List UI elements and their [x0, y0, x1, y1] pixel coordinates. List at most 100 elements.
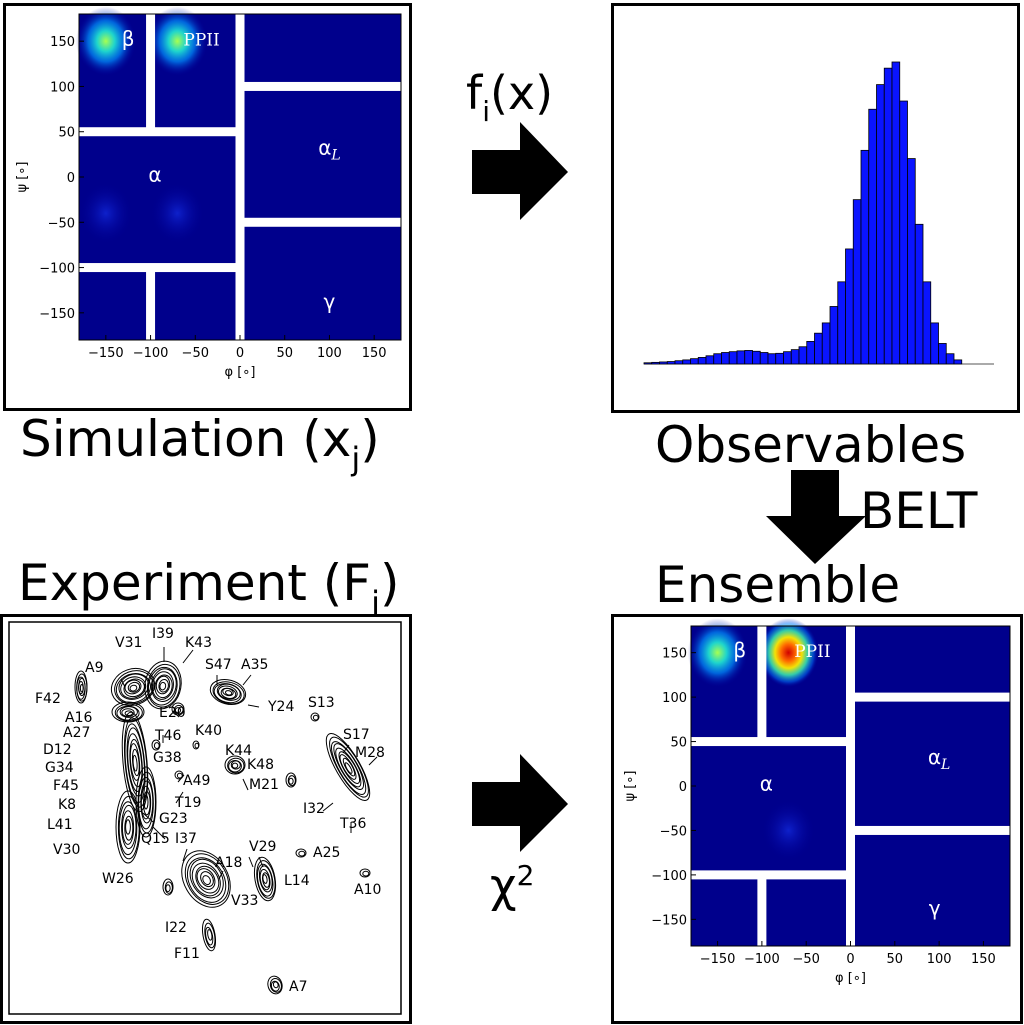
- histogram-bar: [821, 322, 831, 365]
- simulation-label: Simulation (xj): [20, 410, 380, 478]
- nmr-peak-contours: [174, 770, 184, 780]
- density-hotspot: [75, 6, 136, 76]
- nmr-peak-label: T19: [174, 795, 201, 811]
- experiment-panel: V31 I39 K43 A9 S47 A35 F42 E20 Y24 A16 S13 A27 T46 K4…: [0, 614, 412, 1024]
- x-tick-label: 150: [971, 952, 996, 967]
- histogram-bar: [783, 351, 792, 365]
- histogram-bar: [837, 281, 846, 365]
- histogram-bar: [697, 357, 707, 365]
- y-tick-label: −100: [39, 262, 75, 277]
- arrow-right-top: [472, 122, 568, 220]
- x-tick-label: −100: [744, 952, 780, 967]
- histogram-bar: [651, 361, 660, 365]
- y-tick-label: 150: [50, 35, 75, 50]
- y-tick-label: 50: [58, 126, 75, 141]
- histogram-bar: [945, 353, 955, 365]
- nmr-peak-label: W26: [102, 871, 134, 887]
- nmr-peak-label: A7: [289, 979, 307, 995]
- histogram-bar: [883, 67, 893, 365]
- histogram-bar: [666, 361, 676, 365]
- region-divider: [240, 217, 401, 227]
- region-label-beta: β: [122, 27, 135, 51]
- experiment-label: Experiment (Fi): [18, 554, 400, 622]
- nmr-peak-label: V30: [53, 842, 80, 858]
- y-tick-label: 150: [662, 647, 687, 662]
- belt-label: BELT: [860, 482, 978, 540]
- simulation-panel: β PPII α αL γ −150 −100 −50 0 50 100 150 150 100 50 0 −5…: [3, 3, 412, 411]
- region-divider: [691, 870, 851, 880]
- nmr-peak-contours: [295, 848, 307, 858]
- region-label-beta: β: [733, 638, 746, 662]
- nmr-peak-contours: [151, 739, 161, 751]
- x-tick-label: −50: [182, 346, 209, 361]
- peak-leader-line: [322, 802, 334, 812]
- x-tick-label: 100: [317, 346, 342, 361]
- nmr-peak-label: A10: [354, 882, 381, 898]
- region-label-alpha: α: [148, 163, 161, 187]
- nmr-peak-contours: [115, 790, 141, 864]
- nmr-peak-contours: [144, 660, 182, 710]
- nmr-peak-label: M21: [249, 777, 279, 793]
- histogram-bar: [728, 351, 738, 365]
- nmr-peak-label: T46: [154, 728, 181, 744]
- peak-leader-line: [120, 678, 126, 688]
- histogram-bar: [659, 361, 668, 365]
- nmr-peak-label: K8: [58, 797, 76, 813]
- peak-leader-line: [142, 812, 154, 823]
- peak-leader-line: [242, 674, 252, 686]
- nmr-peak-contours: [171, 702, 185, 716]
- nmr-peak-contours: [162, 878, 174, 896]
- histogram-bar: [860, 149, 870, 365]
- region-divider: [691, 737, 851, 747]
- nmr-peak-contours: [267, 975, 283, 995]
- histogram-bar: [868, 108, 877, 365]
- region-divider: [850, 825, 1010, 835]
- nmr-peak-label: A27: [63, 725, 90, 741]
- histogram-bar: [790, 349, 800, 365]
- peak-leader-line: [248, 856, 254, 868]
- nmr-peak-label: G23: [159, 811, 188, 827]
- region-divider: [235, 14, 245, 340]
- y-tick-label: −50: [660, 824, 687, 839]
- arrow-right-bottom: [472, 754, 568, 852]
- nmr-peak-label: M28: [355, 745, 385, 761]
- observables-label: Observables: [655, 416, 967, 474]
- histogram-bar: [852, 199, 862, 365]
- histogram-bar: [930, 322, 939, 365]
- nmr-peak-label: I32: [303, 801, 325, 817]
- nmr-peak-label: F42: [35, 691, 61, 707]
- y-tick-label: 0: [67, 171, 75, 186]
- chi-squared-label: χ2: [490, 858, 535, 913]
- histogram-bar: [775, 352, 784, 365]
- histogram-bar: [938, 343, 947, 365]
- nmr-peak-label: A25: [313, 845, 340, 861]
- peak-leader-line: [152, 826, 166, 840]
- nmr-spectrum: V31 I39 K43 A9 S47 A35 F42 E20 Y24 A16 S13 A27 T46 K4…: [8, 621, 402, 1015]
- arrow-down-belt: [766, 470, 866, 564]
- nmr-peak-contours: [209, 679, 247, 705]
- x-tick-label: 100: [927, 952, 952, 967]
- histogram-bar: [643, 362, 653, 365]
- nmr-peak-label: L14: [284, 873, 310, 889]
- histogram-bar: [922, 281, 932, 365]
- nmr-peak-label: A18: [215, 855, 242, 871]
- histogram-bar: [806, 341, 815, 365]
- ensemble-panel: β PPII α αL γ −150 −100 −50 0 50 100 150 150 100 50 0 −5…: [611, 614, 1023, 1024]
- x-tick-label: −50: [792, 952, 819, 967]
- histogram-bar: [744, 350, 753, 365]
- nmr-peak-contours: [181, 850, 231, 908]
- region-label-gamma: γ: [324, 289, 336, 313]
- histogram-bar: [914, 223, 924, 365]
- nmr-peak-label: A9: [85, 660, 103, 676]
- peak-leader-line: [258, 856, 264, 868]
- nmr-peak-label: T36: [339, 816, 366, 832]
- histogram-bar: [798, 346, 808, 365]
- nmr-peak-label: E20: [159, 705, 186, 721]
- nmr-peak-contours: [285, 772, 297, 788]
- region-divider: [240, 81, 401, 91]
- nmr-peak-label: K44: [225, 743, 252, 759]
- nmr-peak-contours: [224, 755, 246, 775]
- histogram-bar: [814, 332, 823, 365]
